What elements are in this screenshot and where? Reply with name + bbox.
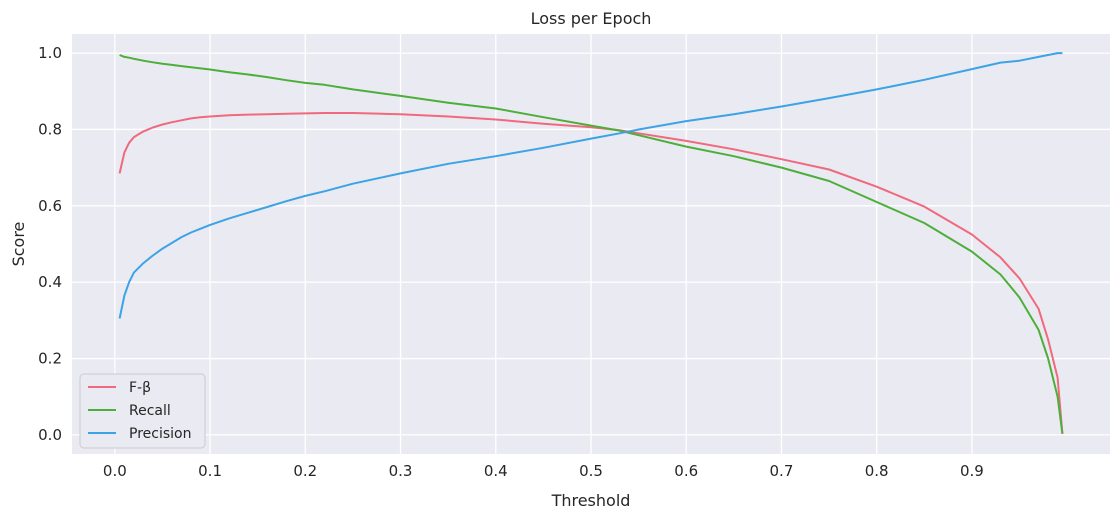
x-tick-label: 0.2 (293, 462, 317, 480)
legend: F-β Recall Precision (79, 373, 206, 449)
x-axis-ticks: 0.0 0.1 0.2 0.3 0.4 0.5 0.6 0.7 0.8 0.9 (103, 462, 984, 480)
series-line-f- (118, 112, 1064, 434)
y-tick-label: 0.8 (38, 120, 62, 138)
y-tick-label: 0.2 (38, 350, 62, 368)
x-tick-label: 0.5 (579, 462, 603, 480)
series-line-precision (118, 52, 1063, 319)
chart-title: Loss per Epoch (531, 9, 652, 28)
legend-label: F-β (129, 380, 151, 396)
x-axis-label: Threshold (551, 491, 631, 510)
legend-label: Recall (129, 403, 171, 419)
x-tick-label: 0.6 (674, 462, 698, 480)
y-axis-label: Score (9, 222, 28, 267)
y-tick-label: 0.6 (38, 197, 62, 215)
x-tick-label: 0.0 (103, 462, 127, 480)
series-line-recall (119, 54, 1064, 434)
series-lines (118, 52, 1064, 434)
y-tick-label: 0.0 (38, 426, 62, 444)
x-tick-label: 0.1 (198, 462, 222, 480)
y-tick-label: 1.0 (38, 44, 62, 62)
x-tick-label: 0.3 (389, 462, 413, 480)
x-tick-label: 0.7 (770, 462, 794, 480)
legend-box (79, 373, 206, 449)
legend-label: Precision (129, 426, 191, 442)
x-tick-label: 0.8 (865, 462, 889, 480)
x-tick-label: 0.4 (484, 462, 508, 480)
grid (72, 34, 1110, 454)
x-tick-label: 0.9 (960, 462, 984, 480)
y-axis-ticks: 0.0 0.2 0.4 0.6 0.8 1.0 (38, 44, 62, 444)
y-tick-label: 0.4 (38, 273, 62, 291)
